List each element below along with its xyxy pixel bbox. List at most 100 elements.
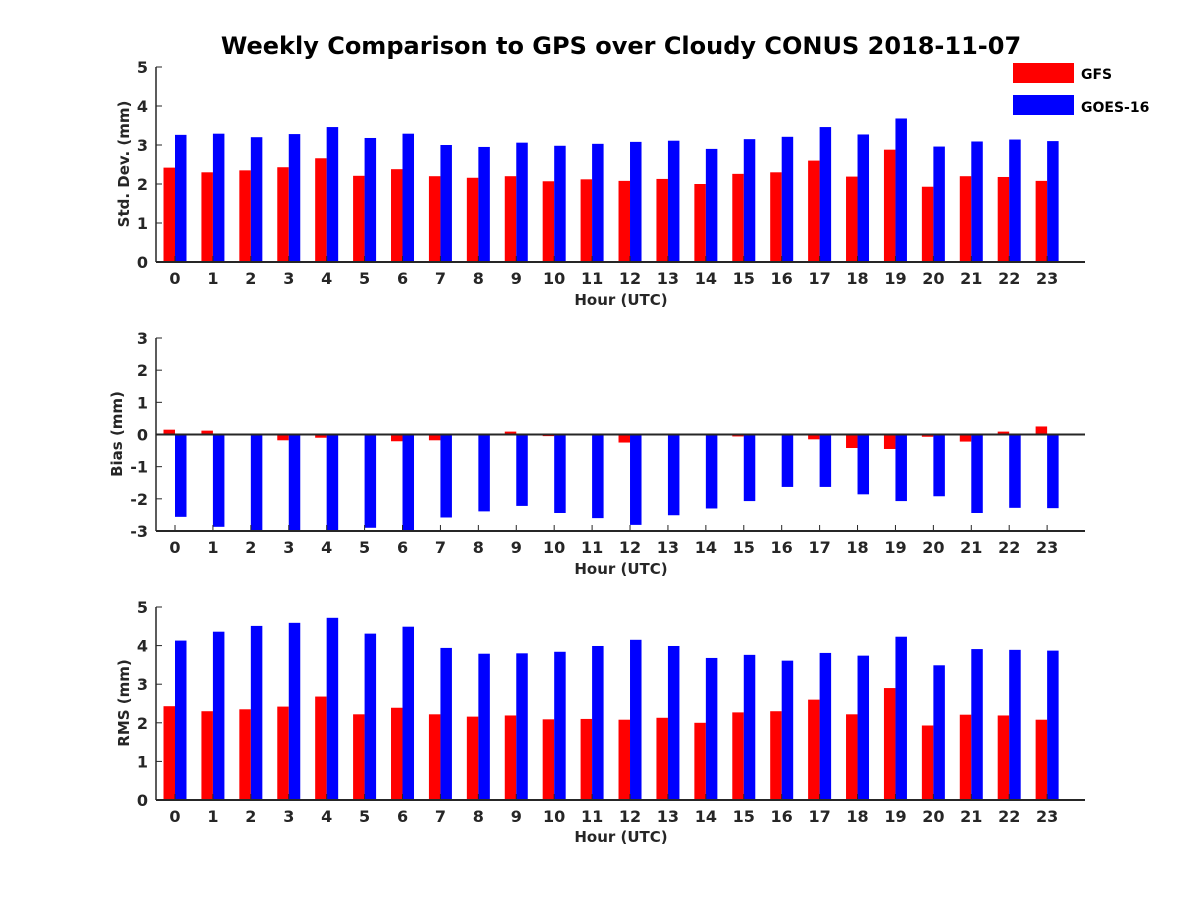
std-dev-bar-gfs-7 (428, 176, 441, 262)
bias-bar-goes16-13 (667, 434, 680, 516)
rms-bar-goes16-11 (592, 645, 604, 800)
std-dev-x-tick-label-3: 3 (283, 269, 294, 288)
std-dev-y-tick-label-4: 4 (137, 97, 148, 116)
std-dev-bar-goes16-12 (630, 141, 642, 262)
std-dev-bar-gfs-8 (466, 177, 479, 262)
rms-x-tick-label-6: 6 (397, 807, 408, 826)
std-dev-x-tick-label-10: 10 (543, 269, 565, 288)
std-dev-bar-goes16-16 (781, 136, 794, 262)
rms-bar-goes16-8 (478, 653, 490, 800)
rms-bar-gfs-17 (808, 699, 820, 800)
std-dev-bar-gfs-14 (694, 184, 706, 262)
std-dev-bar-goes16-2 (250, 137, 263, 262)
legend-swatch-gfs (1013, 63, 1074, 83)
std-dev-bar-gfs-9 (504, 176, 517, 262)
rms-y-tick-label-5: 5 (137, 598, 148, 617)
rms-bar-gfs-4 (315, 696, 327, 800)
std-dev-bar-goes16-22 (1009, 139, 1021, 262)
std-dev-x-tick-label-12: 12 (619, 269, 641, 288)
std-dev-bar-gfs-21 (959, 176, 972, 262)
std-dev-bar-goes16-7 (440, 145, 452, 262)
std-dev-bar-goes16-19 (895, 118, 907, 262)
rms-bar-goes16-9 (516, 653, 528, 800)
bias-bar-gfs-9 (504, 431, 517, 435)
std-dev-bar-gfs-15 (732, 173, 744, 262)
bias-bar-gfs-23 (1035, 426, 1048, 435)
bias-bar-gfs-3 (277, 434, 289, 441)
chart-title: Weekly Comparison to GPS over Cloudy CON… (221, 32, 1021, 60)
rms-bar-goes16-13 (667, 645, 680, 800)
bias-bar-gfs-0 (163, 429, 175, 435)
rms-x-tick-label-3: 3 (283, 807, 294, 826)
bias-bar-goes16-1 (212, 434, 225, 527)
bias-bar-gfs-17 (808, 434, 820, 440)
rms-bar-gfs-10 (542, 719, 555, 800)
rms-x-tick-label-10: 10 (543, 807, 565, 826)
std-dev-bar-gfs-23 (1035, 180, 1048, 262)
bias-bar-gfs-18 (846, 434, 858, 449)
rms-x-tick-label-14: 14 (695, 807, 717, 826)
std-dev-bar-gfs-22 (997, 176, 1010, 262)
legend-label-goes16: GOES-16 (1081, 100, 1149, 116)
std-dev-x-axis-label: Hour (UTC) (574, 291, 667, 309)
std-dev-y-tick-label-0: 0 (137, 253, 148, 272)
std-dev-x-tick-label-19: 19 (884, 269, 906, 288)
bias-bar-goes16-0 (175, 434, 187, 517)
bias-x-tick-label-12: 12 (619, 538, 641, 557)
rms-bar-gfs-3 (277, 706, 289, 800)
std-dev-x-tick-label-21: 21 (960, 269, 982, 288)
rms-bar-gfs-9 (504, 715, 517, 800)
bias-bar-goes16-4 (326, 434, 339, 531)
std-dev-bar-gfs-1 (201, 172, 213, 262)
rms-bar-gfs-5 (353, 714, 365, 800)
rms-bar-goes16-21 (971, 649, 983, 800)
std-dev-bar-gfs-3 (277, 167, 289, 262)
rms-bar-goes16-17 (819, 652, 832, 800)
bias-x-tick-label-1: 1 (207, 538, 218, 557)
std-dev-bar-goes16-5 (364, 137, 377, 262)
legend-label-gfs: GFS (1081, 67, 1112, 83)
bias-y-tick-label--2: -2 (130, 490, 148, 509)
bias-bar-gfs-19 (883, 434, 896, 449)
bias-y-axis-label: Bias (mm) (108, 391, 126, 477)
rms-bar-goes16-14 (705, 657, 718, 800)
rms-bar-gfs-8 (466, 716, 479, 800)
rms-x-tick-label-12: 12 (619, 807, 641, 826)
rms-bar-goes16-20 (933, 665, 945, 800)
std-dev-bar-goes16-18 (857, 134, 870, 262)
bias-x-tick-label-14: 14 (695, 538, 717, 557)
std-dev-y-axis-label: Std. Dev. (mm) (115, 101, 133, 228)
rms-bar-gfs-21 (959, 714, 972, 800)
rms-x-tick-label-5: 5 (359, 807, 370, 826)
rms-bar-gfs-6 (391, 707, 403, 800)
rms-bar-goes16-15 (743, 654, 756, 800)
bias-x-tick-label-6: 6 (397, 538, 408, 557)
std-dev-x-tick-label-15: 15 (733, 269, 755, 288)
std-dev-x-tick-label-0: 0 (169, 269, 180, 288)
bias-x-tick-label-17: 17 (808, 538, 830, 557)
rms-x-tick-label-7: 7 (435, 807, 446, 826)
bias-y-tick-label-2: 2 (137, 361, 148, 380)
rms-x-tick-label-11: 11 (581, 807, 603, 826)
bias-x-tick-label-22: 22 (998, 538, 1020, 557)
std-dev-bar-goes16-15 (743, 139, 756, 262)
bias-bar-gfs-6 (391, 434, 403, 442)
bias-bar-gfs-7 (428, 434, 441, 441)
bias-y-tick-label--1: -1 (130, 458, 148, 477)
std-dev-bar-gfs-10 (542, 181, 555, 262)
bias-bar-goes16-18 (857, 434, 870, 495)
std-dev-bar-gfs-17 (808, 160, 820, 262)
bias-bar-goes16-7 (440, 434, 452, 518)
std-dev-x-tick-label-2: 2 (245, 269, 256, 288)
bias-bar-gfs-4 (315, 434, 327, 438)
bias-x-tick-label-4: 4 (321, 538, 332, 557)
rms-y-tick-label-2: 2 (137, 714, 148, 733)
rms-x-tick-label-17: 17 (808, 807, 830, 826)
bias-bar-goes16-9 (516, 434, 528, 506)
bias-y-tick-label-0: 0 (137, 426, 148, 445)
bias-bar-goes16-10 (554, 434, 566, 513)
std-dev-bar-gfs-19 (883, 149, 896, 262)
std-dev-x-tick-label-4: 4 (321, 269, 332, 288)
rms-x-tick-label-23: 23 (1036, 807, 1058, 826)
